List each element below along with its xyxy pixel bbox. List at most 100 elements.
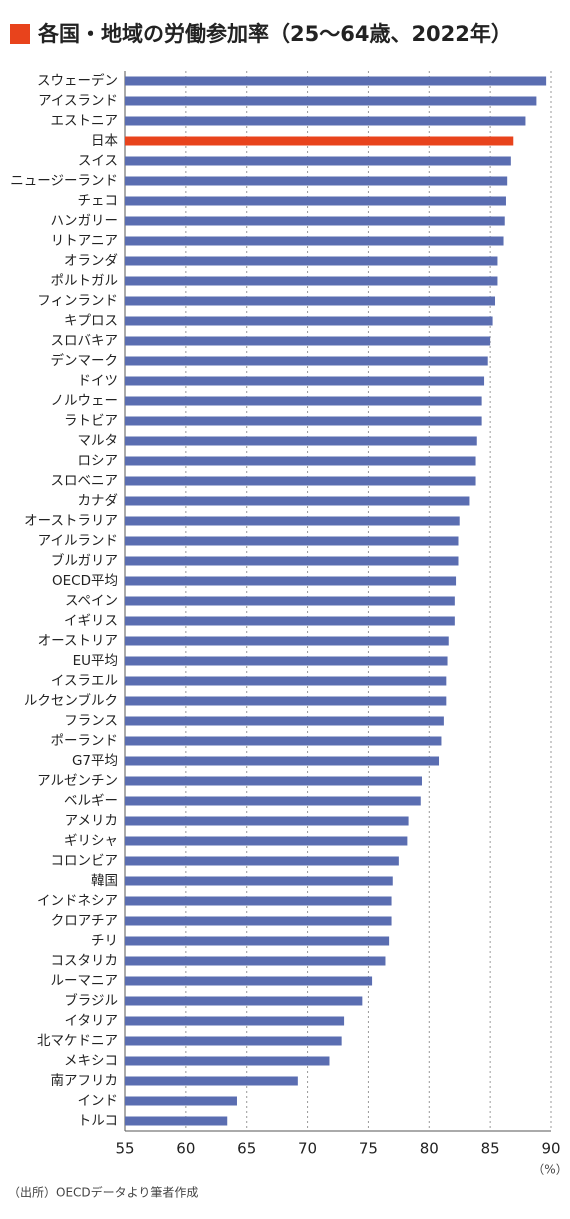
bar <box>125 916 392 926</box>
y-tick-label: ギリシャ <box>64 833 118 849</box>
bar <box>125 316 493 326</box>
x-tick-label: 55 <box>115 1140 134 1158</box>
bar <box>125 576 457 586</box>
bar <box>125 76 547 86</box>
bar <box>125 516 460 526</box>
bar <box>125 96 537 106</box>
bar <box>125 796 421 806</box>
bar <box>125 1096 237 1106</box>
y-tick-label: スペイン <box>65 593 118 609</box>
y-tick-label: ハンガリー <box>51 213 119 229</box>
y-tick-label: ブラジル <box>64 992 118 1009</box>
y-tick-label: スウェーデン <box>37 72 118 89</box>
y-tick-label: コスタリカ <box>51 953 119 969</box>
bar <box>125 756 440 766</box>
y-tick-label: アメリカ <box>65 813 118 829</box>
bar <box>125 996 363 1006</box>
y-tick-label: カナダ <box>78 493 119 509</box>
bar <box>125 636 449 646</box>
bar <box>125 236 504 246</box>
y-tick-label: エストニア <box>51 113 119 129</box>
bar <box>125 416 482 426</box>
y-tick-label: OECD平均 <box>52 573 118 589</box>
bar <box>125 616 455 626</box>
x-tick-label: 60 <box>176 1140 195 1158</box>
x-tick-label: 80 <box>420 1140 439 1158</box>
bar <box>125 136 514 146</box>
bar <box>125 856 399 866</box>
bar <box>125 776 422 786</box>
x-tick-label: 90 <box>541 1140 560 1158</box>
bar <box>125 176 508 186</box>
bar <box>125 296 496 306</box>
y-tick-label: ルーマニア <box>51 973 119 989</box>
bar <box>125 596 455 606</box>
y-tick-label: 日本 <box>91 133 118 149</box>
y-tick-label: チェコ <box>78 193 119 209</box>
y-tick-label: フィンランド <box>37 293 118 309</box>
y-tick-label: オランダ <box>64 253 118 269</box>
y-tick-label: ポルトガル <box>51 273 119 289</box>
bar <box>125 816 409 826</box>
y-tick-label: ロシア <box>78 453 119 469</box>
y-tick-label: ラトビア <box>64 413 118 429</box>
bar <box>125 196 506 206</box>
bar <box>125 956 386 966</box>
y-tick-label: G7平均 <box>72 753 118 769</box>
y-tick-label: フランス <box>64 713 118 729</box>
y-tick-label: 韓国 <box>91 873 118 889</box>
x-tick-label: 65 <box>237 1140 256 1158</box>
bar <box>125 396 482 406</box>
y-tick-label: マルタ <box>78 433 119 449</box>
y-tick-label: イタリア <box>65 1013 118 1029</box>
bar <box>125 836 408 846</box>
bar <box>125 216 505 226</box>
y-tick-label: ノルウェー <box>51 393 119 409</box>
bar <box>125 556 459 566</box>
x-tick-label: 85 <box>481 1140 500 1158</box>
y-tick-label: オーストリア <box>38 633 118 649</box>
title-marker <box>10 24 30 44</box>
y-tick-label: イギリス <box>64 613 118 629</box>
chart-title: 各国・地域の労働参加率（25～64歳、2022年） <box>37 22 512 46</box>
bar <box>125 116 526 126</box>
bar <box>125 276 498 286</box>
bar <box>125 896 392 906</box>
bar <box>125 676 447 686</box>
bar <box>125 476 476 486</box>
bar <box>125 716 444 726</box>
y-tick-label: ブルガリア <box>51 552 118 569</box>
bar <box>125 976 373 986</box>
y-tick-label: アイルランド <box>38 533 118 549</box>
bar <box>125 256 498 266</box>
y-tick-label: トルコ <box>78 1113 118 1129</box>
bar <box>125 376 485 386</box>
bar <box>125 1036 342 1046</box>
y-tick-label: インド <box>78 1093 119 1109</box>
x-tick-label: 70 <box>298 1140 317 1158</box>
y-tick-label: コロンビア <box>51 853 119 869</box>
y-tick-label: EU平均 <box>73 653 118 669</box>
bar <box>125 876 393 886</box>
bar <box>125 356 488 366</box>
bar <box>125 936 390 946</box>
y-tick-label: リトアニア <box>51 233 118 249</box>
bar <box>125 336 491 346</box>
y-tick-label: ポーランド <box>51 733 119 749</box>
y-tick-label: 南アフリカ <box>51 1073 119 1089</box>
y-tick-label: インドネシア <box>37 893 118 909</box>
x-tick-label: 75 <box>359 1140 378 1158</box>
y-tick-label: スロベニア <box>51 473 119 489</box>
bar <box>125 1016 345 1026</box>
y-tick-label: アルゼンチン <box>37 773 118 789</box>
bar <box>125 1056 330 1066</box>
y-tick-label: スイス <box>78 153 118 169</box>
y-tick-label: ルクセンブルク <box>24 692 118 709</box>
y-tick-label: ニュージーランド <box>10 173 118 189</box>
y-tick-label: 北マケドニア <box>37 1033 118 1049</box>
y-tick-label: チリ <box>91 933 118 949</box>
y-tick-label: アイスランド <box>38 93 118 109</box>
bar <box>125 656 448 666</box>
